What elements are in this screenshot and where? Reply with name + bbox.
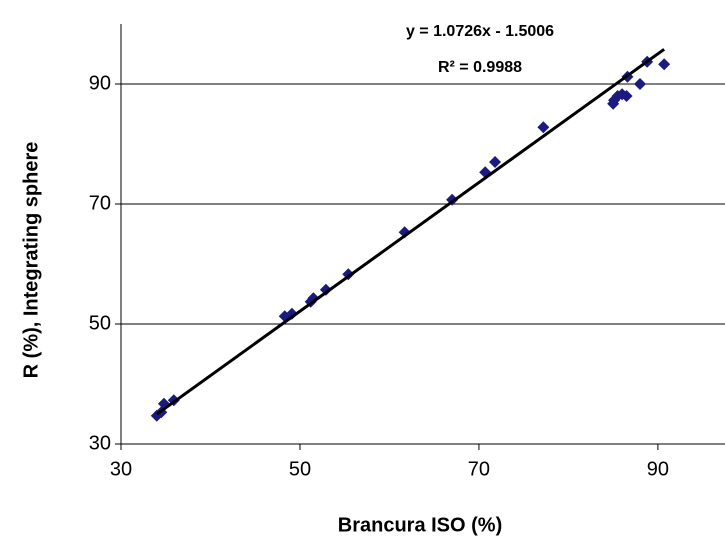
y-tick-label: 30 <box>89 432 111 454</box>
y-axis-label: R (%), Integrating sphere <box>20 142 42 379</box>
x-tick-label: 30 <box>110 458 132 480</box>
point <box>319 283 332 296</box>
x-tick-label: 50 <box>289 458 311 480</box>
trendline <box>155 48 666 416</box>
y-tick-label: 70 <box>89 192 111 214</box>
y-tick-label: 90 <box>89 72 111 94</box>
point <box>658 58 671 71</box>
point <box>633 78 646 90</box>
point <box>537 121 550 134</box>
point <box>620 90 633 102</box>
x-tick-label: 90 <box>647 458 669 480</box>
point <box>489 156 502 168</box>
r-squared: R² = 0.9988 <box>438 59 522 76</box>
trend-equation: y = 1.0726x - 1.5006 <box>406 23 554 40</box>
point <box>285 307 298 320</box>
y-tick-label: 50 <box>89 312 111 334</box>
x-axis-label: Brancura ISO (%) <box>338 514 502 536</box>
x-tick-label: 70 <box>468 458 490 480</box>
